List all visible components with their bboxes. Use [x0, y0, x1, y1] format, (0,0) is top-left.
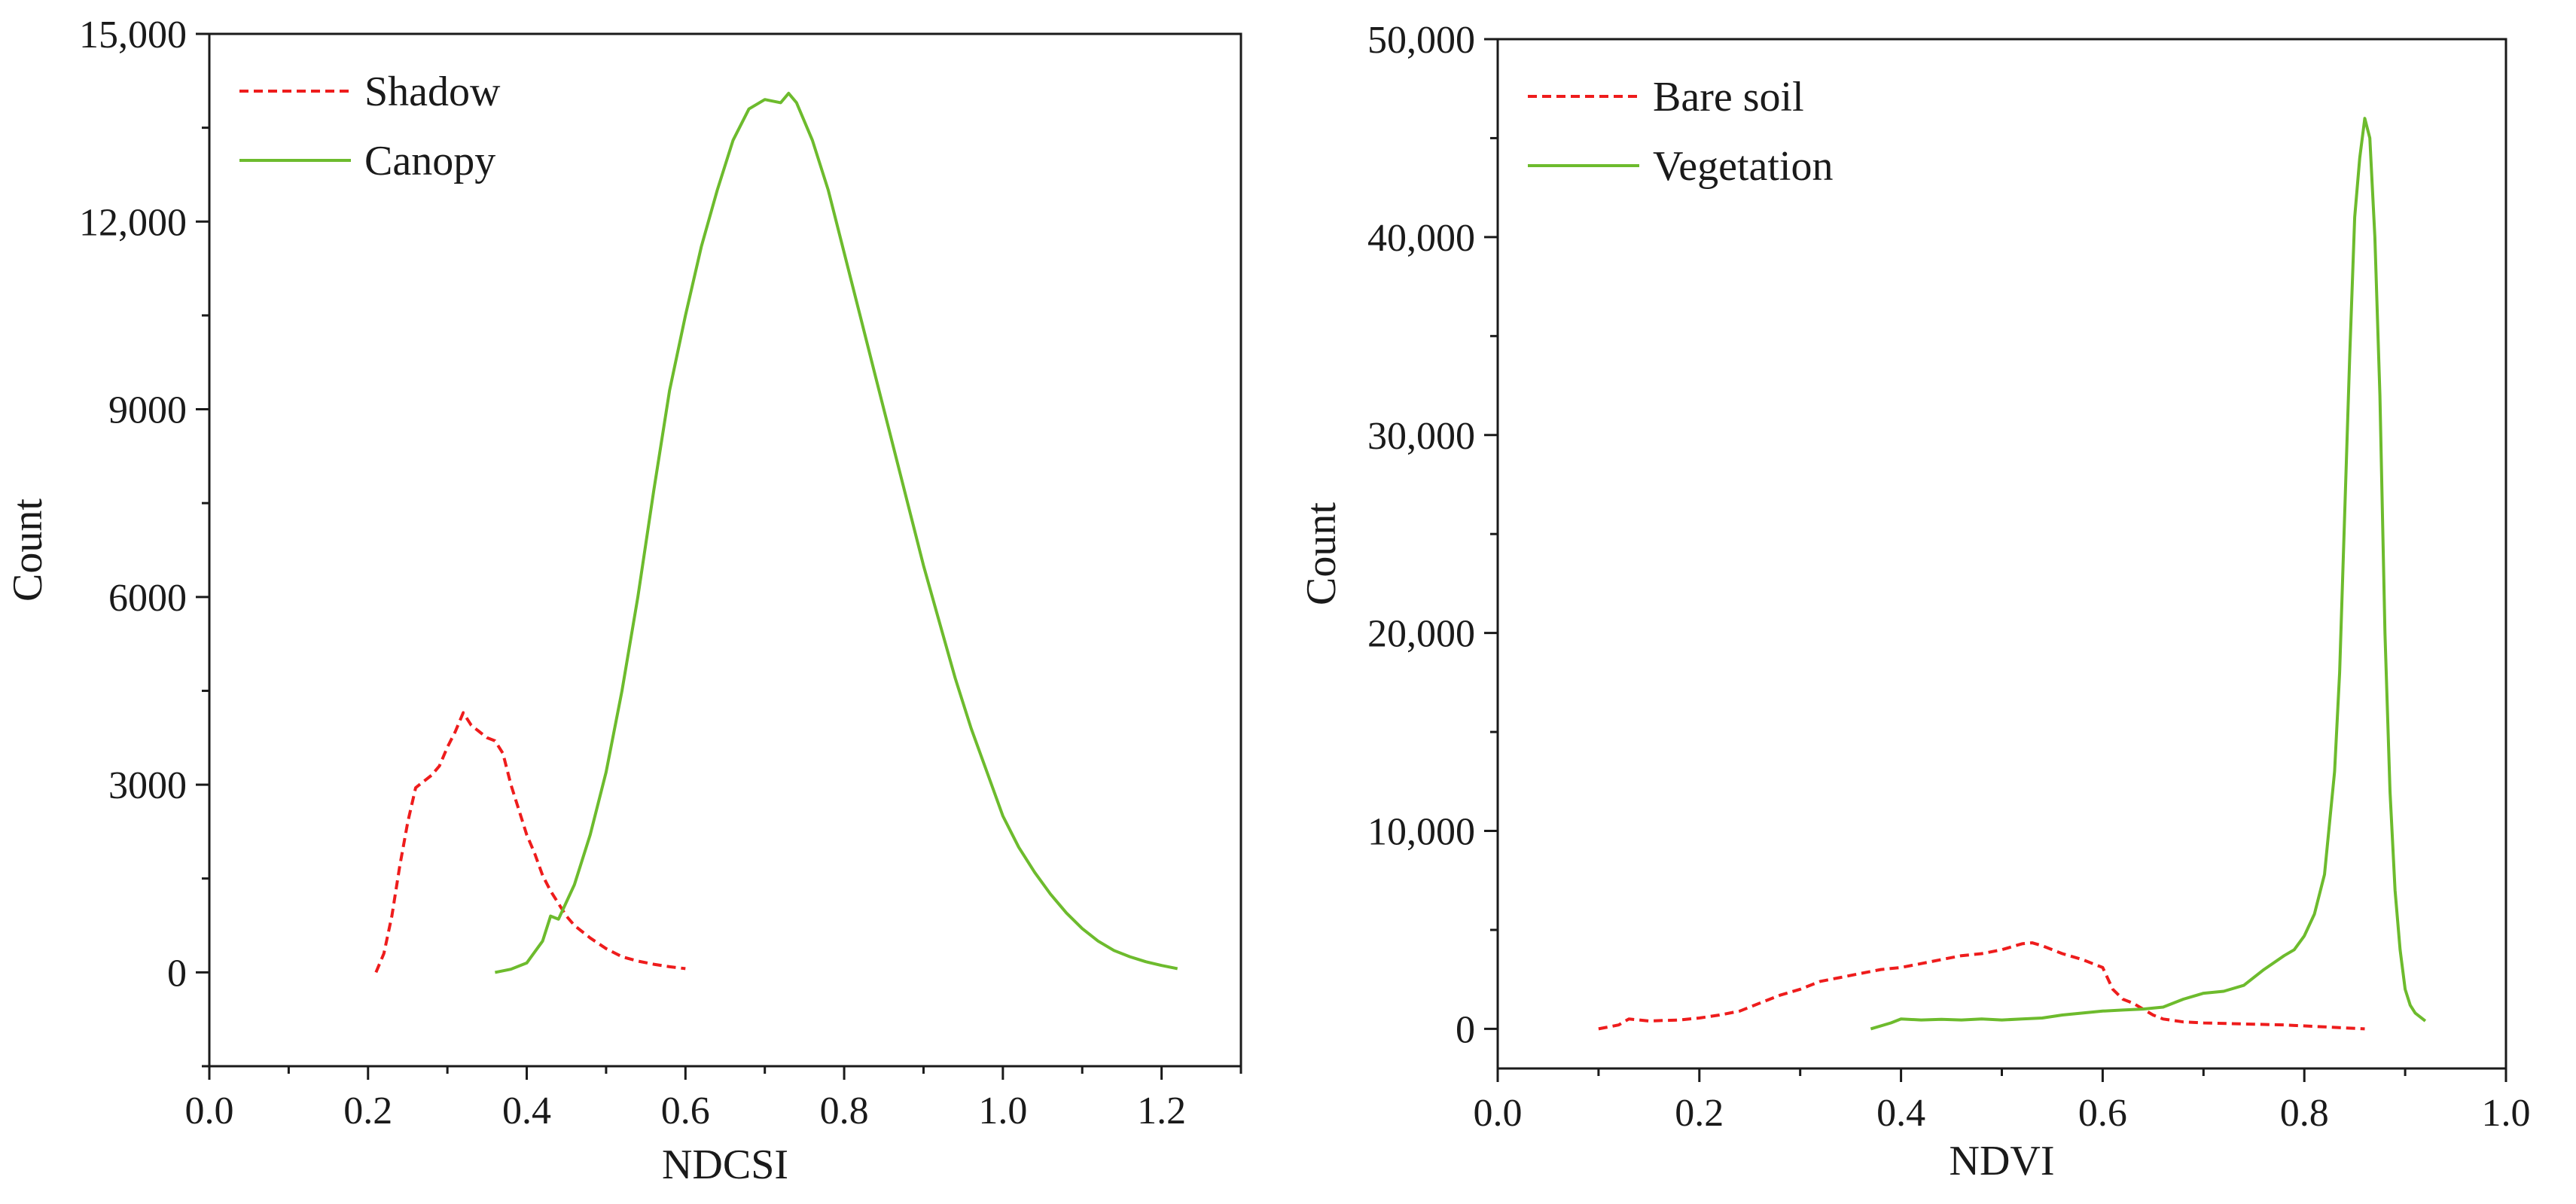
y-tick-label: 40,000: [1367, 217, 1475, 260]
legend: Shadow Canopy: [239, 69, 501, 184]
x-tick-label: 1.0: [978, 1090, 1027, 1132]
y-tick-label: 3000: [108, 764, 187, 807]
series-line-bare-soil: [1598, 941, 2365, 1031]
plot-frame: [1496, 38, 2507, 1070]
legend-label-shadow: Shadow: [364, 69, 501, 115]
y-tick-label: 15,000: [79, 14, 187, 56]
y-tick-label: 30,000: [1367, 415, 1475, 458]
legend-label-canopy: Canopy: [364, 138, 495, 184]
x-axis-title: NDVI: [1950, 1138, 2055, 1184]
series-line-vegetation: [1870, 117, 2427, 1031]
ndvi-histogram-chart: 0.0 0.2 0.4 0.6 0.8 1.0 0 10,000 20,000 30,000 40,…: [1298, 19, 2531, 1184]
x-tick-label: 0.8: [820, 1090, 869, 1132]
series-line-canopy: [495, 91, 1178, 974]
series-line-shadow: [374, 711, 686, 974]
x-tick-label: 1.2: [1137, 1090, 1186, 1132]
x-tick-label: 0.2: [343, 1090, 392, 1132]
plot-frame: [208, 32, 1242, 1068]
x-tick-label: 0.6: [2078, 1092, 2127, 1135]
y-tick-label: 12,000: [79, 201, 187, 244]
y-tick-label: 9000: [108, 389, 187, 432]
legend-label-bare-soil: Bare soil: [1653, 74, 1804, 120]
y-axis-title: Count: [1298, 502, 1345, 605]
x-tick-label: 0.4: [502, 1090, 551, 1132]
y-tick-label: 20,000: [1367, 613, 1475, 656]
x-axis-title: NDCSI: [662, 1142, 788, 1188]
x-tick-label: 0.8: [2280, 1092, 2329, 1135]
x-tick-label: 0.6: [661, 1090, 710, 1132]
x-tick-label: 0.0: [185, 1090, 234, 1132]
y-axis-title: Count: [5, 498, 51, 602]
y-tick-label: 0: [167, 952, 187, 995]
ndcsi-histogram-chart: 0.0 0.2 0.4 0.6 0.8 1.0 1.2 0 3000 6000 9000 12,000…: [5, 14, 1242, 1188]
y-tick-label: 0: [1456, 1008, 1475, 1051]
y-tick-label: 6000: [108, 577, 187, 620]
x-tick-label: 0.0: [1474, 1092, 1523, 1135]
legend-label-vegetation: Vegetation: [1653, 143, 1833, 190]
x-tick-label: 1.0: [2482, 1092, 2531, 1135]
x-tick-label: 0.4: [1876, 1092, 1925, 1135]
x-tick-label: 0.2: [1675, 1092, 1724, 1135]
y-tick-label: 50,000: [1367, 19, 1475, 62]
y-tick-label: 10,000: [1367, 811, 1475, 854]
legend: Bare soil Vegetation: [1528, 74, 1833, 190]
